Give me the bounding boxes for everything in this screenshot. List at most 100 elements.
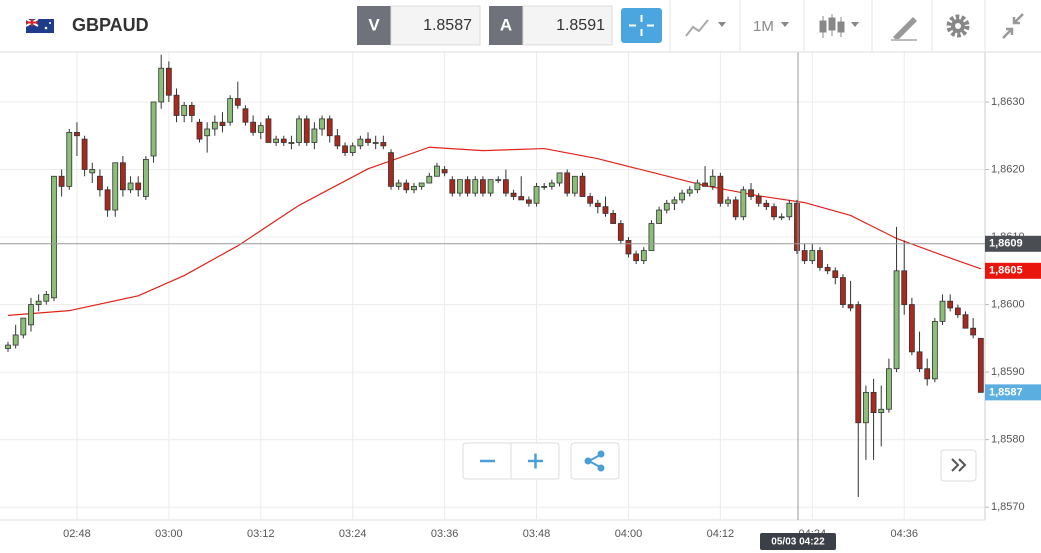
candle-body bbox=[541, 185, 548, 188]
candle-body bbox=[602, 206, 609, 214]
candle-body bbox=[395, 182, 402, 187]
plot-layer: 1,85701,85801,85901,86001,86101,86201,86… bbox=[0, 52, 1041, 550]
bid-label: V bbox=[368, 15, 380, 34]
candle-body bbox=[732, 199, 739, 218]
candle-style-button[interactable] bbox=[819, 14, 859, 38]
price-marker bbox=[985, 384, 1041, 401]
candle-body bbox=[89, 169, 96, 174]
candle-body bbox=[480, 179, 486, 194]
candle-body bbox=[181, 104, 188, 116]
y-tick-label: 1,8620 bbox=[991, 163, 1025, 175]
x-tick-label: 04:00 bbox=[615, 528, 643, 540]
candle-body bbox=[135, 182, 142, 191]
zoom-in-button[interactable] bbox=[528, 453, 543, 469]
candle-body bbox=[242, 108, 249, 123]
scroll-latest-button[interactable] bbox=[940, 449, 977, 482]
candle-body bbox=[855, 304, 862, 424]
candle-body bbox=[794, 202, 800, 251]
candle-body bbox=[694, 182, 701, 191]
candle-body bbox=[472, 179, 479, 194]
crosshair-time: 05/03 04:22 bbox=[771, 537, 825, 548]
candle-body bbox=[648, 223, 655, 251]
share-button[interactable] bbox=[570, 442, 620, 480]
candle-body bbox=[403, 182, 410, 191]
crosshair-button[interactable] bbox=[621, 8, 662, 43]
candle-body bbox=[142, 158, 149, 197]
chart-type-button[interactable] bbox=[685, 19, 726, 37]
price-marker bbox=[985, 235, 1041, 252]
candle-body bbox=[671, 199, 678, 204]
bid-tag bbox=[357, 6, 391, 45]
candle-body bbox=[20, 317, 27, 336]
y-tick-label: 1,8590 bbox=[991, 366, 1025, 378]
candle-body bbox=[81, 138, 88, 170]
candle-body bbox=[158, 67, 165, 103]
candle-body bbox=[633, 253, 640, 262]
candle-body bbox=[234, 98, 241, 106]
candle-body bbox=[204, 128, 211, 137]
y-tick-label: 1,8630 bbox=[991, 96, 1025, 108]
collapse-button[interactable] bbox=[1002, 13, 1024, 39]
x-tick-label: 02:48 bbox=[63, 528, 91, 540]
price-marker-label: 1,8587 bbox=[989, 386, 1023, 398]
candle-body bbox=[916, 351, 923, 370]
candle-body bbox=[893, 270, 900, 370]
zoom-controls bbox=[462, 442, 560, 480]
candle-body bbox=[755, 196, 762, 204]
candle-body bbox=[740, 189, 747, 218]
candle-body bbox=[840, 277, 846, 305]
candle-body bbox=[74, 131, 80, 137]
crosshair-time-box bbox=[760, 533, 836, 550]
candle-body bbox=[686, 189, 693, 194]
candle-body bbox=[954, 307, 961, 316]
candle-body bbox=[832, 270, 839, 278]
candle-body bbox=[548, 182, 555, 187]
candle-body bbox=[640, 250, 647, 262]
candle-body bbox=[679, 192, 685, 201]
candle-body bbox=[702, 182, 708, 187]
candle-body bbox=[418, 182, 425, 187]
candle-body bbox=[556, 172, 563, 184]
draw-tools-button[interactable] bbox=[891, 17, 917, 41]
candle-body bbox=[127, 182, 134, 191]
moving-average bbox=[7, 146, 982, 316]
candle-body bbox=[51, 175, 57, 299]
x-tick-label: 04:36 bbox=[890, 528, 918, 540]
price-marker-label: 1,8609 bbox=[989, 238, 1023, 250]
candle-body bbox=[273, 138, 280, 143]
ask-box[interactable] bbox=[522, 5, 613, 46]
candle-body bbox=[342, 145, 348, 154]
candle-body bbox=[196, 121, 203, 140]
candle-body bbox=[28, 304, 34, 326]
candle-body bbox=[441, 169, 448, 174]
candle-body bbox=[250, 121, 257, 133]
candle-body bbox=[518, 196, 525, 201]
candle-body bbox=[970, 327, 977, 336]
candle-body bbox=[311, 128, 318, 143]
candle-body bbox=[847, 304, 854, 309]
price-marker bbox=[985, 262, 1041, 279]
candle-body bbox=[319, 118, 325, 130]
candle-body bbox=[525, 199, 532, 204]
candle-body bbox=[977, 337, 984, 393]
candle-body bbox=[533, 185, 540, 204]
candle-body bbox=[219, 121, 226, 127]
bid-box[interactable] bbox=[390, 5, 481, 46]
candle-body bbox=[587, 196, 594, 204]
candle-body bbox=[449, 179, 456, 194]
candle-body bbox=[617, 223, 624, 241]
ask-price: 1.8591 bbox=[556, 17, 605, 34]
symbol[interactable]: GBPAUD bbox=[72, 15, 149, 35]
candle-body bbox=[165, 67, 172, 96]
candle-body bbox=[265, 118, 272, 143]
timeframe[interactable]: 1M bbox=[753, 18, 774, 35]
candle-body bbox=[388, 152, 394, 187]
candle-body bbox=[97, 175, 103, 191]
candle-body bbox=[947, 300, 954, 309]
candle-body bbox=[725, 199, 731, 204]
candle-body bbox=[5, 344, 11, 349]
settings-button[interactable] bbox=[946, 14, 970, 38]
x-tick-label: 03:12 bbox=[247, 528, 275, 540]
